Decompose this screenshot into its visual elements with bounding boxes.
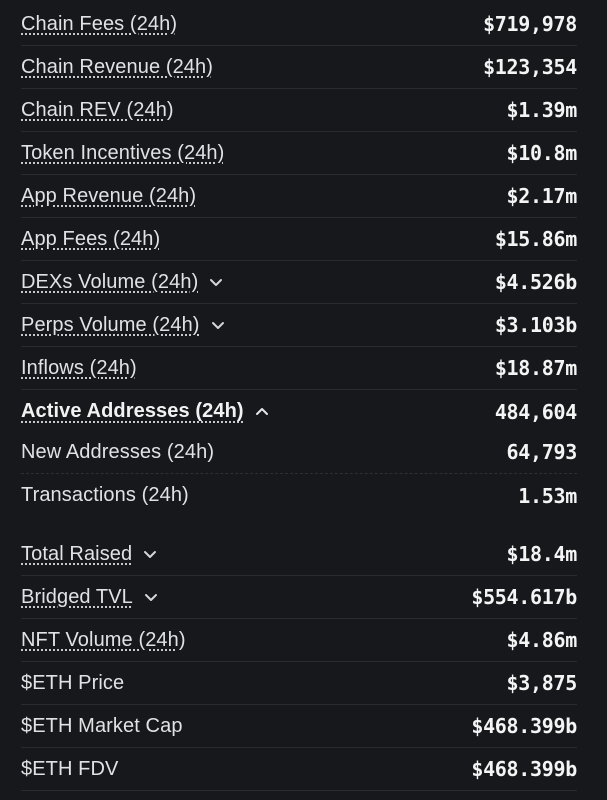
metric-row-dexs-volume[interactable]: DEXs Volume (24h) $4.526b (21, 261, 577, 304)
metric-label[interactable]: Bridged TVL (21, 585, 133, 608)
metric-value: $468.399b (471, 714, 577, 738)
metric-label[interactable]: Chain Revenue (24h) (21, 55, 214, 78)
metric-label[interactable]: Total Raised (21, 542, 133, 565)
metric-row-eth-fdv: $ETH FDV $468.399b (21, 748, 577, 791)
chevron-down-icon[interactable] (210, 317, 226, 333)
metric-row-eth-market-cap: $ETH Market Cap $468.399b (21, 705, 577, 748)
metric-value: $719,978 (483, 12, 577, 36)
metric-row-active-addresses[interactable]: Active Addresses (24h) 484,604 (21, 390, 577, 433)
metric-value: $123,354 (483, 55, 577, 79)
metric-row-bridged-tvl[interactable]: Bridged TVL $554.617b (21, 576, 577, 619)
chevron-down-icon[interactable] (142, 546, 158, 562)
metric-value: $3.103b (494, 313, 577, 337)
metric-label[interactable]: App Revenue (24h) (21, 184, 197, 207)
metric-label[interactable]: Chain Fees (24h) (21, 12, 178, 35)
metric-row-chain-fees: Chain Fees (24h) $719,978 (21, 3, 577, 46)
metric-row-token-incentives: Token Incentives (24h) $10.8m (21, 132, 577, 175)
metric-label: $ETH FDV (21, 757, 119, 780)
metric-value: $1.39m (506, 98, 578, 122)
metric-row-eth-price: $ETH Price $3,875 (21, 662, 577, 705)
chevron-down-icon[interactable] (208, 274, 224, 290)
metric-label: $ETH Price (21, 671, 125, 694)
metric-label[interactable]: Active Addresses (24h) (21, 400, 244, 422)
metric-label[interactable]: Chain REV (24h) (21, 98, 174, 121)
metric-row-perps-volume[interactable]: Perps Volume (24h) $3.103b (21, 304, 577, 347)
metric-value: $4.86m (506, 628, 578, 652)
metric-value: $2.17m (506, 184, 578, 208)
metric-label[interactable]: Inflows (24h) (21, 356, 137, 379)
metric-row-inflows: Inflows (24h) $18.87m (21, 347, 577, 390)
metric-label[interactable]: App Fees (24h) (21, 227, 161, 250)
metric-row-nft-volume: NFT Volume (24h) $4.86m (21, 619, 577, 662)
metric-value: 1.53m (518, 483, 577, 508)
metric-label: $ETH Market Cap (21, 714, 183, 737)
metric-value: $468.399b (471, 757, 577, 781)
metric-value: $3,875 (506, 671, 578, 695)
metric-value: 64,793 (506, 440, 578, 464)
metric-row-app-revenue: App Revenue (24h) $2.17m (21, 175, 577, 218)
metric-value: $18.87m (494, 356, 577, 380)
metric-value: 484,604 (494, 399, 577, 424)
metric-label[interactable]: Token Incentives (24h) (21, 141, 225, 164)
metric-label[interactable]: Perps Volume (24h) (21, 313, 200, 336)
metric-value: $10.8m (506, 141, 578, 165)
metric-row-total-raised[interactable]: Total Raised $18.4m (21, 533, 577, 576)
metric-value: $554.617b (471, 585, 577, 609)
metric-value: $15.86m (494, 227, 577, 251)
metric-value: $18.4m (506, 542, 578, 566)
metric-row-new-addresses: New Addresses (24h) 64,793 (21, 431, 577, 474)
metric-row-app-fees: App Fees (24h) $15.86m (21, 218, 577, 261)
metric-label[interactable]: NFT Volume (24h) (21, 628, 186, 651)
metric-label: New Addresses (24h) (21, 440, 215, 463)
metric-row-transactions: Transactions (24h) 1.53m (21, 474, 577, 517)
metric-row-chain-rev: Chain REV (24h) $1.39m (21, 89, 577, 132)
chevron-up-icon[interactable] (254, 404, 270, 420)
metric-label[interactable]: DEXs Volume (24h) (21, 270, 199, 293)
metric-row-chain-revenue: Chain Revenue (24h) $123,354 (21, 46, 577, 89)
metric-label: Transactions (24h) (21, 484, 189, 506)
metric-value: $4.526b (494, 270, 577, 294)
chevron-down-icon[interactable] (143, 589, 159, 605)
